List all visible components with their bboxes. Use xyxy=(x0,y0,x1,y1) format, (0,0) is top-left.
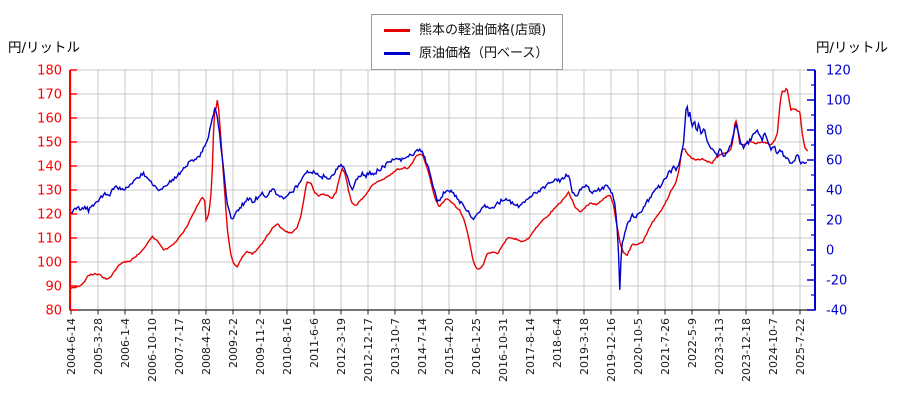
x-tick-label: 2004-6-14 xyxy=(65,318,78,375)
left-tick-label: 150 xyxy=(37,136,62,151)
x-tick-label: 2008-4-28 xyxy=(200,318,213,375)
x-tick-label: 2018-6-4 xyxy=(551,318,564,368)
x-tick-label: 2012-12-17 xyxy=(362,318,375,382)
x-tick-label: 2019-3-18 xyxy=(578,318,591,375)
left-tick-label: 160 xyxy=(37,112,62,127)
left-tick-label: 130 xyxy=(37,184,62,199)
left-axis-title: 円/リットル xyxy=(8,40,81,56)
right-tick-label: 40 xyxy=(826,184,843,199)
x-tick-label: 2025-7-22 xyxy=(794,318,807,375)
x-tick-label: 2023-12-18 xyxy=(740,318,753,382)
legend: 熊本の軽油価格(店頭) 原油価格（円ベース） xyxy=(371,14,564,71)
x-tick-label: 2021-7-26 xyxy=(659,318,672,375)
left-tick-label: 140 xyxy=(37,160,62,175)
left-tick-label: 90 xyxy=(45,280,62,295)
right-axis-title: 円/リットル xyxy=(815,40,888,56)
crude-line-swatch xyxy=(384,51,410,55)
right-tick-label: 80 xyxy=(826,124,843,139)
right-axis-ticks: -40 -20 0 20 40 60 80 100 120 xyxy=(807,64,851,319)
gridlines xyxy=(70,69,815,310)
diesel-line-swatch xyxy=(384,29,410,33)
left-axis-ticks: 80 90 100 110 120 130 140 150 160 170 180 xyxy=(37,64,77,319)
right-tick-label: -20 xyxy=(826,274,847,289)
x-tick-label: 2009-11-2 xyxy=(254,318,267,375)
x-tick-label: 2022-5-9 xyxy=(686,318,699,368)
legend-label-diesel: 熊本の軽油価格(店頭) xyxy=(419,23,547,38)
x-tick-label: 2014-7-14 xyxy=(416,318,429,375)
left-tick-label: 100 xyxy=(37,256,62,271)
left-tick-label: 120 xyxy=(37,208,62,223)
legend-item-crude: 原油価格（円ベース） xyxy=(384,45,548,63)
legend-item-diesel: 熊本の軽油価格(店頭) xyxy=(384,22,548,40)
x-tick-label: 2015-4-20 xyxy=(443,318,456,375)
right-tick-label: 100 xyxy=(826,94,851,109)
left-tick-label: 170 xyxy=(37,88,62,103)
x-tick-label: 2011-6-6 xyxy=(308,318,321,368)
x-tick-label: 2017-8-14 xyxy=(524,318,537,375)
x-tick-label: 2012-3-19 xyxy=(335,318,348,375)
x-tick-label: 2020-10-5 xyxy=(632,318,645,375)
x-tick-label: 2007-7-17 xyxy=(173,318,186,375)
x-tick-label: 2006-1-4 xyxy=(119,318,132,368)
x-tick-label: 2024-10-7 xyxy=(767,318,780,375)
x-tick-label: 2009-2-2 xyxy=(227,318,240,368)
x-tick-label: 2013-10-7 xyxy=(389,318,402,375)
left-tick-label: 110 xyxy=(37,232,62,247)
x-tick-label: 2016-1-25 xyxy=(470,318,483,375)
right-tick-label: 20 xyxy=(826,214,843,229)
series-line-crude xyxy=(70,104,808,290)
x-tick-label: 2016-10-31 xyxy=(497,318,510,382)
right-tick-label: -40 xyxy=(826,304,847,319)
x-tick-label: 2006-10-10 xyxy=(146,318,159,382)
left-tick-label: 80 xyxy=(45,304,62,319)
right-tick-label: 60 xyxy=(826,154,843,169)
right-tick-label: 120 xyxy=(826,64,851,79)
legend-label-crude: 原油価格（円ベース） xyxy=(419,45,549,61)
left-tick-label: 180 xyxy=(37,64,62,79)
right-tick-label: 0 xyxy=(826,244,834,259)
x-axis-ticks: 2004-6-14 2005-3-28 2006-1-4 2006-10-10 2007… xyxy=(65,310,807,382)
series-line-diesel xyxy=(70,87,809,290)
x-tick-label: 2005-3-28 xyxy=(92,318,105,375)
x-tick-label: 2019-12-16 xyxy=(605,318,618,382)
x-tick-label: 2010-8-16 xyxy=(281,318,294,375)
x-tick-label: 2023-3-13 xyxy=(713,318,726,375)
